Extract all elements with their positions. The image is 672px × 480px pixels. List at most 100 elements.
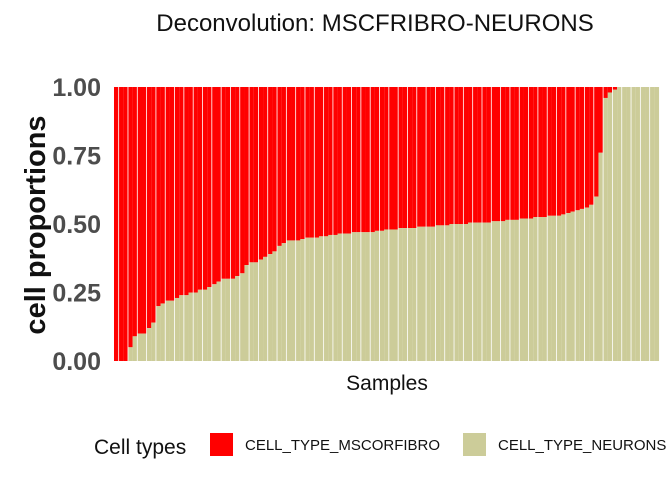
bar-neurons [542,217,548,361]
bar-neurons [528,218,534,361]
bar-neurons [640,87,646,361]
bar-mscorfibro [449,87,455,224]
bar-mscorfibro [598,87,604,153]
bar-mscorfibro [253,87,259,263]
bar-mscorfibro [612,87,618,90]
bar-neurons [197,289,203,361]
bar-mscorfibro [151,87,156,323]
bar-neurons [295,240,301,361]
bar-mscorfibro [183,87,189,296]
bar-mscorfibro [472,87,478,223]
bar-neurons [579,208,585,361]
bar-mscorfibro [463,87,469,224]
bar-neurons [598,152,604,361]
bar-mscorfibro [477,87,483,223]
bar-neurons [603,97,608,362]
bar-neurons [342,233,347,361]
bar-mscorfibro [146,87,152,329]
bar-neurons [221,278,226,361]
bar-neurons [584,207,590,361]
bar-neurons [388,229,394,361]
bar-neurons [398,228,403,361]
bar-neurons [137,333,142,361]
bar-neurons [360,232,366,361]
bar-neurons [509,219,515,361]
bar-mscorfibro [402,87,408,229]
bar-mscorfibro [304,87,310,238]
bar-mscorfibro [421,87,427,227]
bar-mscorfibro [514,87,520,220]
bar-neurons [416,226,422,361]
bar-neurons [356,232,361,361]
bar-neurons [481,222,487,361]
bar-mscorfibro [169,87,175,301]
bar-mscorfibro [561,87,566,215]
y-tick-label: 0.50 [52,211,101,239]
bar-neurons [174,297,180,361]
bar-mscorfibro [486,87,492,223]
bar-neurons [291,240,296,361]
bar-neurons [626,87,632,361]
bar-neurons [253,262,259,361]
bar-mscorfibro [393,87,399,230]
bar-mscorfibro [551,87,557,216]
bar-neurons [277,245,282,361]
bar-mscorfibro [127,87,133,348]
bar-mscorfibro [505,87,510,220]
bar-neurons [561,214,566,361]
bar-neurons [188,292,194,361]
y-axis-label: cell proportions [20,115,52,334]
bar-mscorfibro [160,87,166,304]
bar-neurons [407,228,413,361]
bar-mscorfibro [570,87,576,212]
legend-swatch-neurons [463,433,486,456]
bar-neurons [435,225,441,361]
y-axis-ticks: 0.00 0.25 0.50 0.75 1.00 [52,74,101,376]
bar-mscorfibro [565,87,571,214]
bar-mscorfibro [300,87,306,240]
legend: Cell types CELL_TYPE_MSCORFIBRO CELL_TYP… [94,433,666,459]
bar-mscorfibro [519,87,524,219]
bar-neurons [379,230,385,361]
x-axis-label: Samples [346,372,428,395]
bar-mscorfibro [291,87,296,241]
legend-swatch-mscorfibro [210,433,233,456]
bar-mscorfibro [374,87,380,231]
bar-mscorfibro [435,87,441,226]
bar-mscorfibro [197,87,203,290]
bar-mscorfibro [491,87,497,222]
bar-neurons [384,229,389,361]
bar-neurons [500,221,506,361]
bar-neurons [575,210,580,361]
bar-neurons [412,228,417,361]
bar-neurons [570,211,576,361]
bar-neurons [169,300,175,361]
bar-neurons [239,273,245,361]
bar-mscorfibro [258,87,264,260]
bar-mscorfibro [332,87,338,235]
bar-mscorfibro [202,87,208,290]
bar-neurons [621,87,627,361]
bar-neurons [472,222,478,361]
bar-neurons [337,233,343,361]
bar-mscorfibro [589,87,594,205]
bar-neurons [235,276,240,361]
bar-mscorfibro [388,87,394,230]
bar-neurons [421,226,427,361]
bar-mscorfibro [426,87,431,227]
bar-neurons [537,217,543,361]
bar-mscorfibro [314,87,320,238]
bar-neurons [351,232,357,361]
bar-mscorfibro [430,87,436,227]
bar-neurons [230,278,236,361]
bar-mscorfibro [365,87,371,233]
bar-neurons [505,219,510,361]
bar-neurons [631,87,636,361]
bar-neurons [155,306,161,361]
bar-mscorfibro [132,87,138,337]
bar-neurons [314,237,320,361]
bar-neurons [346,233,352,361]
bar-mscorfibro [547,87,552,216]
bar-neurons [323,236,329,361]
